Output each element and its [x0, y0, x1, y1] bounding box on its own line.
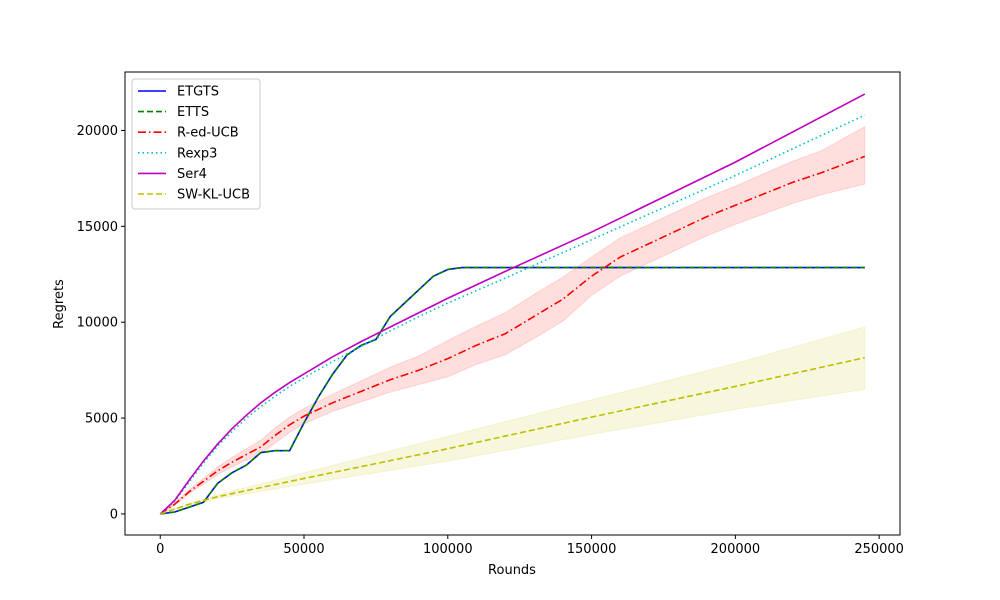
- y-axis-ticks: 0 5000 10000 15000 20000: [77, 124, 125, 522]
- legend-label-r-ed-ucb: R-ed-UCB: [177, 126, 239, 141]
- legend-label-etts: ETTS: [177, 105, 209, 120]
- plot-frame: [124, 71, 901, 536]
- y-tick-label: 10000: [77, 316, 118, 331]
- sw-kl-ucb-line: [159, 356, 865, 515]
- legend-label-sw-kl-ucb: SW-KL-UCB: [177, 188, 250, 203]
- y-tick-label: 20000: [77, 124, 118, 139]
- x-tick-label: 200000: [711, 542, 761, 557]
- confidence-bands: [159, 125, 866, 515]
- r-ed-ucb-band: [159, 125, 866, 515]
- ser4-line: [159, 93, 866, 515]
- y-tick-label: 0: [110, 507, 118, 522]
- x-tick-label: 100000: [423, 542, 473, 557]
- legend-label-ser4: Ser4: [177, 167, 207, 182]
- rexp3-line: [159, 114, 866, 515]
- etts-line: [160, 266, 865, 515]
- y-axis-label: Regrets: [52, 279, 67, 329]
- legend-label-etgts: ETGTS: [177, 85, 219, 100]
- series-lines: [159, 93, 866, 515]
- x-tick-label: 250000: [854, 542, 904, 557]
- legend: ETGTS ETTS R-ed-UCB Rexp3 Ser4 SW-KL-UCB: [131, 78, 261, 210]
- legend-box: [131, 78, 261, 210]
- x-tick-label: 150000: [567, 542, 617, 557]
- y-tick-label: 5000: [85, 412, 118, 427]
- x-tick-label: 50000: [283, 542, 324, 557]
- legend-label-rexp3: Rexp3: [177, 146, 217, 161]
- r-ed-ucb-line: [159, 155, 866, 515]
- x-axis-ticks: 0 50000 100000 150000 200000 250000: [156, 535, 904, 557]
- x-axis-label: Rounds: [488, 563, 536, 578]
- y-tick-label: 15000: [77, 220, 118, 235]
- x-tick-label: 0: [156, 542, 164, 557]
